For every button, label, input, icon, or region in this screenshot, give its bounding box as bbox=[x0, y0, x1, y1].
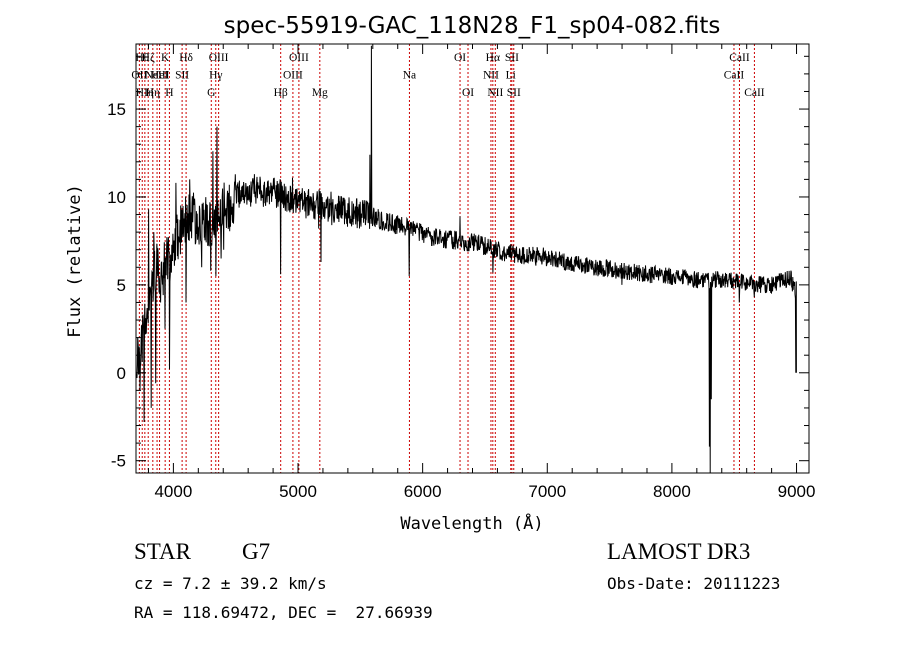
line-marker-label: HeI bbox=[151, 70, 168, 82]
line-marker-label: OIII bbox=[209, 52, 229, 64]
redshift-velocity: cz = 7.2 ± 39.2 km/s bbox=[134, 574, 327, 593]
x-tick-label: 8000 bbox=[653, 482, 691, 501]
line-marker-label: Na bbox=[403, 70, 416, 82]
line-marker-label: Hβ bbox=[274, 87, 288, 99]
line-marker-label: SII bbox=[505, 52, 519, 64]
line-marker-label: NII bbox=[487, 87, 503, 99]
line-marker-label: CaII bbox=[724, 70, 745, 82]
survey-name: LAMOST DR3 bbox=[607, 539, 751, 564]
line-marker-label: OII bbox=[131, 70, 147, 82]
x-axis-label: Wavelength (Å) bbox=[400, 512, 543, 534]
line-marker-label: OIII bbox=[283, 70, 303, 82]
chart-title: spec-55919-GAC_118N28_F1_sp04-082.fits bbox=[224, 13, 721, 39]
line-marker-label: OI bbox=[454, 52, 466, 64]
line-marker-label: OI bbox=[462, 87, 474, 99]
line-marker-label: HIη bbox=[136, 87, 154, 99]
line-marker-label: Hη bbox=[146, 87, 160, 99]
object-subclass: G7 bbox=[242, 539, 271, 564]
line-marker-label: SII bbox=[507, 87, 521, 99]
x-tick-label: 5000 bbox=[279, 482, 317, 501]
line-marker-label: Hθ bbox=[135, 52, 149, 64]
line-marker-label: Hα bbox=[486, 52, 500, 64]
y-tick-label: 15 bbox=[107, 100, 126, 119]
line-marker-label: Hγ bbox=[209, 70, 222, 82]
line-marker-label: OIII bbox=[289, 52, 309, 64]
y-axis: -5 0 5 10 15 bbox=[107, 55, 809, 471]
line-marker-label: Li bbox=[506, 70, 516, 82]
line-marker-label: Hδ bbox=[179, 52, 193, 64]
line-marker-label: NeIII bbox=[145, 70, 170, 82]
y-tick-label: -5 bbox=[111, 452, 126, 471]
line-marker-label: Mg bbox=[312, 87, 328, 99]
line-marker-label: SII bbox=[175, 70, 189, 82]
line-marker-label: G bbox=[207, 87, 215, 99]
x-axis: 4000 5000 6000 7000 8000 9000 bbox=[147, 44, 816, 501]
line-marker-label: NII bbox=[483, 70, 499, 82]
line-marker-label: CaII bbox=[744, 87, 765, 99]
line-marker-labels: OIIHθHIηHζHηNeIIIHeIKHSIIHδGHγOIIIHβOIII… bbox=[131, 52, 764, 99]
y-tick-label: 10 bbox=[107, 188, 126, 207]
x-tick-label: 7000 bbox=[528, 482, 566, 501]
spectrum-line bbox=[136, 45, 797, 474]
line-marker-label: H bbox=[165, 87, 173, 99]
x-tick-label: 4000 bbox=[154, 482, 192, 501]
y-axis-label: Flux (relative) bbox=[65, 184, 85, 338]
x-tick-label: 6000 bbox=[404, 482, 442, 501]
line-marker-label: CaII bbox=[729, 52, 750, 64]
coordinates: RA = 118.69472, DEC = 27.66939 bbox=[134, 603, 433, 622]
spectrum-series bbox=[136, 45, 797, 474]
plot-frame bbox=[135, 43, 810, 474]
y-tick-label: 0 bbox=[117, 364, 126, 383]
object-class: STAR bbox=[134, 539, 191, 564]
line-marker-label: K bbox=[161, 52, 170, 64]
y-tick-label: 5 bbox=[117, 276, 126, 295]
x-tick-label: 9000 bbox=[778, 482, 816, 501]
line-marker-label: Hζ bbox=[142, 52, 155, 64]
observation-date: Obs-Date: 20111223 bbox=[607, 574, 781, 593]
line-markers bbox=[138, 44, 755, 473]
